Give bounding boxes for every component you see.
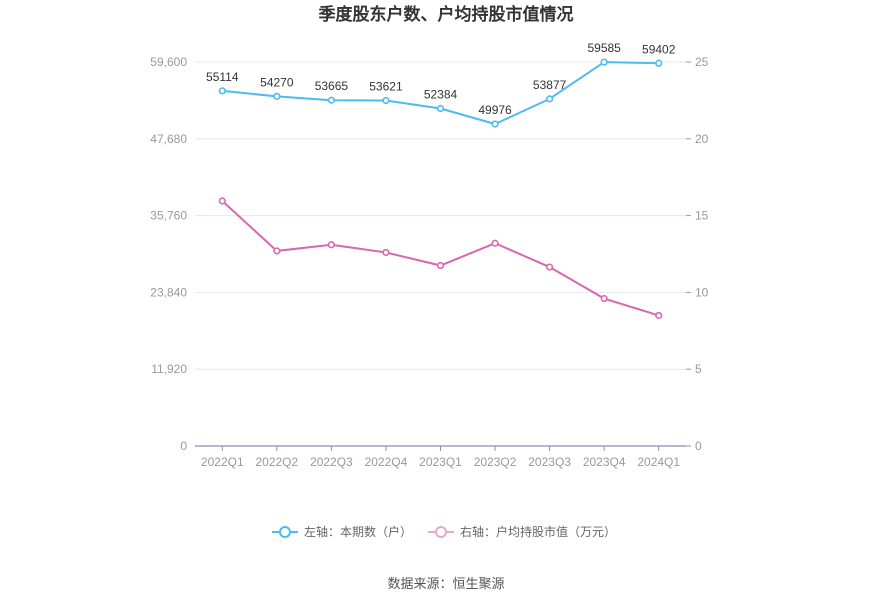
right-tick-label: 0: [695, 439, 702, 453]
data-label: 55114: [206, 70, 239, 84]
x-tick-label: 2023Q3: [528, 455, 571, 469]
series-point-1: [327, 241, 335, 249]
grid: [195, 61, 686, 370]
series-point-0: [327, 96, 335, 104]
series-point-0: [491, 120, 499, 128]
x-tick-label: 2023Q2: [474, 455, 517, 469]
x-tick-label: 2023Q4: [583, 455, 626, 469]
left-tick-label: 35,760: [150, 209, 187, 223]
left-tick-label: 11,920: [151, 362, 187, 376]
x-tick-label: 2023Q1: [419, 455, 462, 469]
series-point-1: [273, 247, 281, 255]
left-axis-ticks: 0 11,920 23,840 35,760 47,680 59,600: [150, 55, 187, 453]
series-point-1: [546, 263, 554, 271]
data-label: 59402: [642, 42, 676, 56]
series-point-0: [546, 95, 554, 103]
right-tick-label: 10: [695, 285, 709, 299]
data-label: 52384: [424, 87, 458, 101]
series-point-0: [655, 59, 663, 67]
data-label: 53877: [533, 78, 567, 92]
series-layer: 55114 54270 53665 53621 52384 49976 53877 59585…: [206, 41, 676, 320]
series-point-0: [382, 96, 390, 105]
series-point-1: [382, 248, 390, 257]
series-point-0: [600, 58, 608, 66]
right-tick-label: 20: [695, 132, 709, 146]
left-tick-label: 23,840: [150, 285, 187, 299]
series-line-1: [221, 200, 660, 317]
legend-label: 右轴：户均持股市值（万元）: [460, 524, 616, 539]
right-tick-label: 15: [695, 209, 709, 223]
data-label: 49976: [478, 103, 512, 117]
x-tick-label: 2022Q2: [255, 455, 298, 469]
data-label: 59585: [587, 41, 621, 55]
data-label: 53665: [315, 79, 349, 93]
series-point-1: [655, 311, 663, 320]
legend-swatch-marker: [279, 526, 291, 538]
right-tick-label: 5: [695, 362, 702, 376]
data-label: 54270: [260, 75, 294, 89]
series-point-0: [273, 92, 281, 100]
right-axis-ticks: 0 5 10 15 20 25: [686, 55, 709, 453]
legend: 左轴：本期数（户） 右轴：户均持股市值（万元）: [272, 524, 616, 539]
series-point-1: [436, 261, 445, 270]
legend-label: 左轴：本期数（户）: [304, 524, 412, 539]
data-label: 53621: [369, 80, 403, 94]
legend-swatch-marker: [435, 526, 447, 538]
chart-title: 季度股东户数、户均持股市值情况: [319, 4, 574, 24]
left-tick-label: 47,680: [150, 132, 187, 146]
series-point-1: [218, 197, 226, 205]
source-note: 数据来源：恒生聚源: [387, 576, 504, 591]
series-point-0: [218, 87, 226, 95]
left-tick-label: 59,600: [150, 55, 187, 69]
series-point-0: [436, 104, 445, 113]
x-tick-label: 2022Q4: [365, 455, 408, 469]
x-tick-label: 2022Q1: [201, 455, 244, 469]
left-tick-label: 0: [180, 439, 187, 453]
x-tick-label: 2024Q1: [637, 455, 680, 469]
series-point-1: [600, 294, 608, 303]
x-axis: 2022Q1 2022Q2 2022Q3 2022Q4 2023Q1 2023Q2 2023…: [195, 445, 686, 469]
x-tick-label: 2022Q3: [310, 455, 353, 469]
right-tick-label: 25: [695, 55, 709, 69]
series-point-1: [491, 239, 499, 247]
